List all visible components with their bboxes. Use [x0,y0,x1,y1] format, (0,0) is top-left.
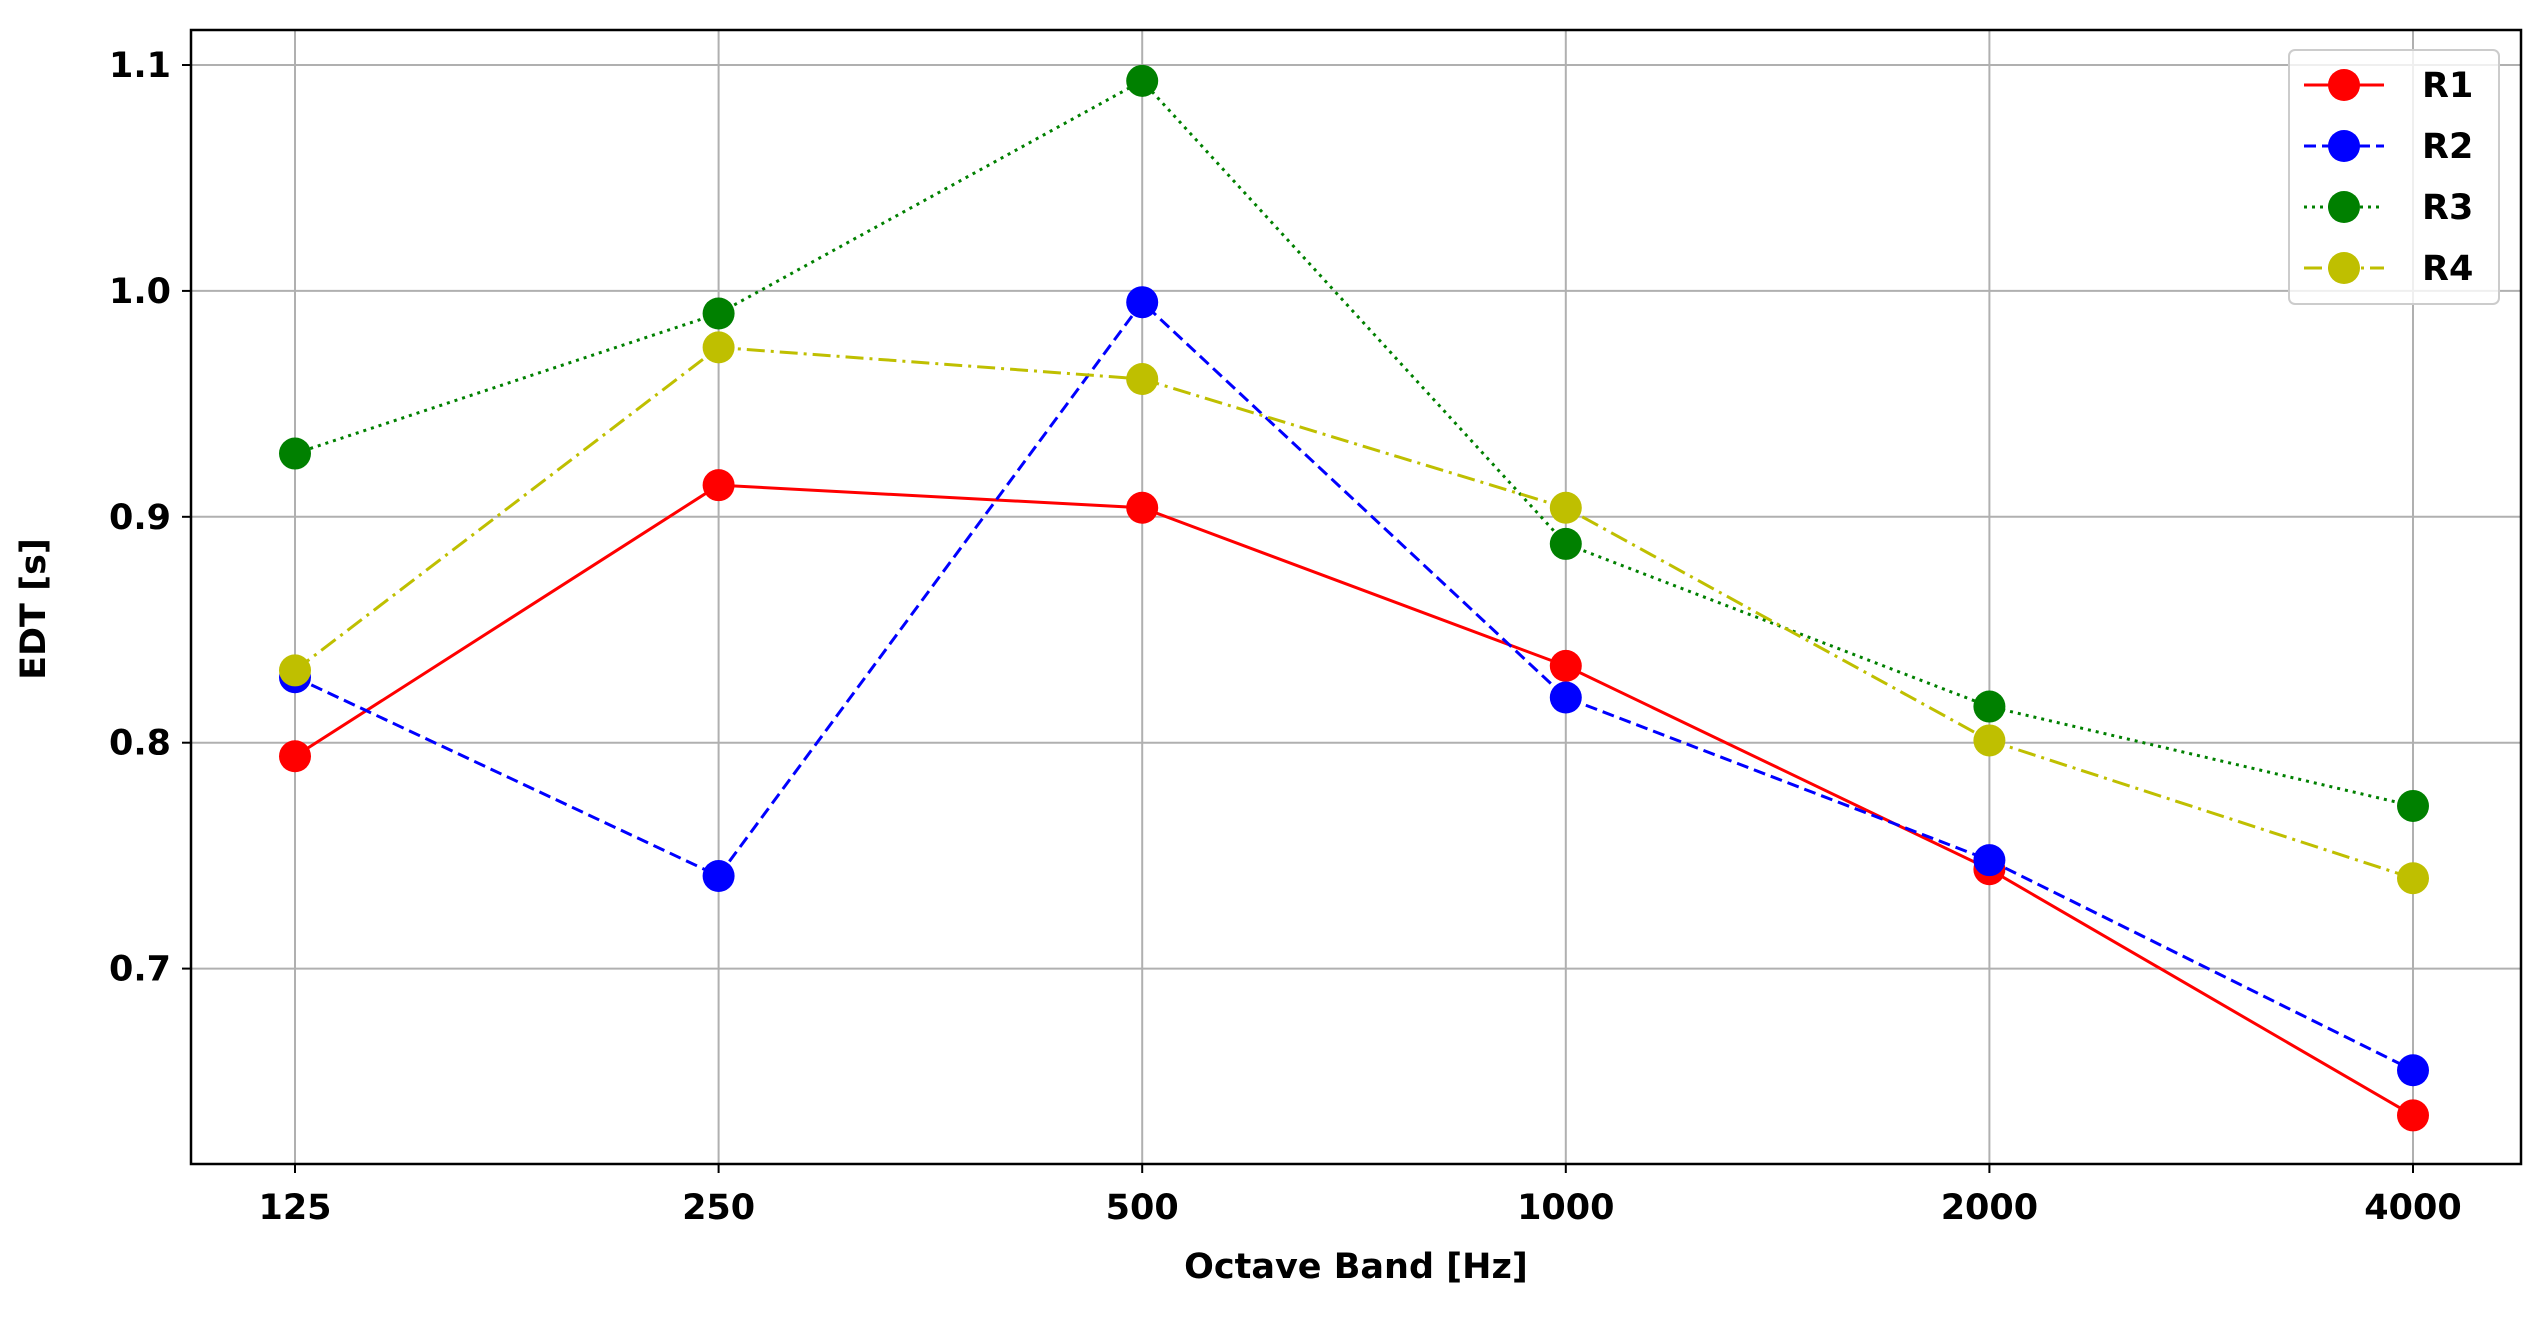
legend-label: R1 [2422,66,2473,106]
x-tick-label: 4000 [2364,1188,2461,1228]
legend-item-r3: R3 [2304,188,2473,228]
plot-frame [189,28,2523,1166]
data-point [279,437,311,470]
data-point [702,469,735,502]
data-point [702,331,735,364]
x-tick-label: 250 [682,1188,755,1228]
series-line [294,299,2414,1072]
y-tick-label: 1.1 [109,46,171,86]
legend-item-r4: R4 [2304,249,2473,289]
legend-box [2288,49,2500,305]
y-tick-label: 0.7 [109,950,171,990]
series-line [294,345,2414,880]
x-tick-label: 2000 [1941,1188,2038,1228]
data-point [2397,789,2429,822]
x-axis-title: Octave Band [Hz] [1184,1247,1528,1287]
x-tick-label: 1000 [1517,1188,1614,1228]
y-tick-label: 0.8 [109,724,171,764]
series-r4 [279,331,2429,895]
data-point [1549,527,1582,560]
data-point [1126,286,1159,319]
data-point [702,297,735,330]
legend-swatch-marker [2328,191,2360,223]
x-tick-label: 500 [1106,1188,1179,1228]
data-point [1549,491,1582,524]
series-line [294,483,2414,1117]
axis-ticks: 125 250 500 1000 2000 4000 0.7 0.8 0.9 1.0 1.1 [109,46,2462,1228]
data-point [2397,862,2429,895]
legend-label: R4 [2422,249,2473,289]
data-point [1549,649,1582,682]
y-tick-label: 1.0 [109,272,171,312]
legend-label: R2 [2422,127,2473,167]
data-point [1973,690,2006,723]
legend-item-r1: R1 [2304,66,2473,106]
series-r1 [279,469,2429,1132]
series-r3 [279,64,2429,822]
data-point [702,859,735,892]
y-axis-title: EDT [s] [14,538,54,680]
x-tick-label: 125 [258,1188,331,1228]
data-point [1973,724,2006,757]
legend-swatch-marker [2328,69,2360,101]
y-tick-label: 0.9 [109,498,171,538]
legend-label: R3 [2422,188,2473,228]
data-point [279,654,311,687]
legend: R1 R2 R3 R4 [2288,49,2500,305]
legend-swatch-marker [2328,252,2360,284]
series-group [279,64,2429,1132]
data-point [2397,1099,2429,1132]
data-point [279,740,311,773]
data-point [1126,363,1159,396]
legend-item-r2: R2 [2304,127,2473,167]
legend-swatch-marker [2328,130,2360,162]
data-point [1126,491,1159,524]
data-point [1126,64,1159,97]
data-point [1973,844,2006,877]
data-point [2397,1054,2429,1087]
data-point [1549,681,1582,714]
